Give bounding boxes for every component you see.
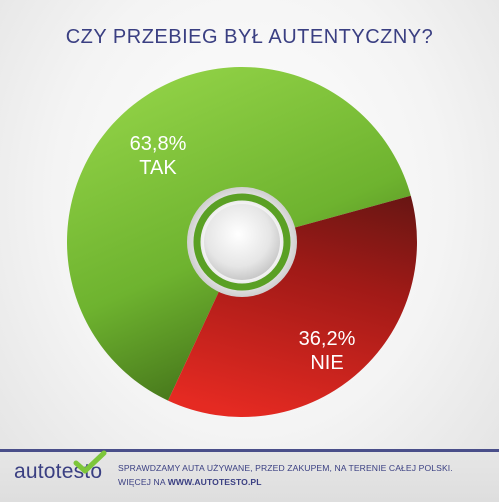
label-nie-value: 36,2% [299, 328, 356, 350]
center-green-ring [193, 193, 291, 291]
checkmark-icon [73, 450, 107, 474]
footer-bar: autotesto SPRAWDZAMY AUTA UŻYWANE, PRZED… [0, 449, 499, 502]
label-tak-value: 63,8% [130, 133, 187, 155]
footer-line-2-prefix: WIĘCEJ NA [118, 477, 168, 487]
label-tak-category: TAK [139, 157, 177, 179]
page-title: CZY PRZEBIEG BYŁ AUTENTYCZNY? [65, 26, 434, 48]
footer-line-2: WIĘCEJ NA WWW.AUTOTESTO.PL [118, 475, 490, 489]
autotesto-logo[interactable]: autotesto [14, 450, 107, 484]
label-nie-category: NIE [310, 352, 343, 374]
footer-text: SPRAWDZAMY AUTA UŻYWANE, PRZED ZAKUPEM, … [118, 461, 490, 489]
pie-chart: 63,8%TAK 36,2%NIE [67, 66, 418, 417]
center-knob [204, 204, 280, 280]
footer-line-1: SPRAWDZAMY AUTA UŻYWANE, PRZED ZAKUPEM, … [118, 463, 453, 473]
website-link[interactable]: WWW.AUTOTESTO.PL [167, 477, 262, 487]
chart-center-knob [187, 187, 297, 297]
slice-nie [168, 195, 418, 417]
